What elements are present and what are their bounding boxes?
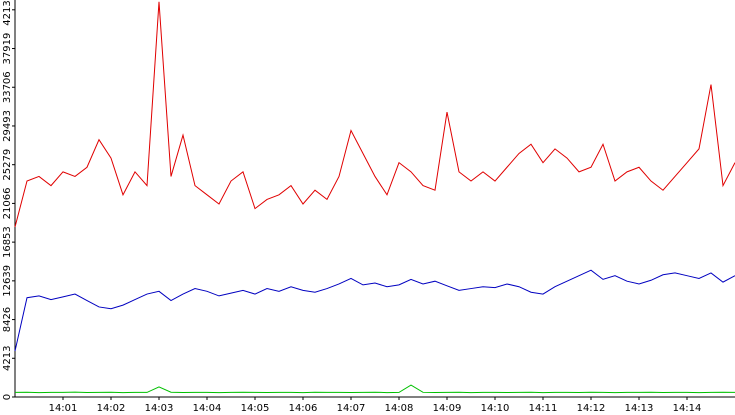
x-tick-label: 14:10	[481, 403, 510, 414]
y-tick-label: 21066	[2, 188, 13, 220]
x-tick-label: 14:14	[673, 403, 702, 414]
series-line	[14, 384, 735, 394]
y-tick-label: 0	[2, 394, 13, 400]
x-tick-label: 14:09	[433, 403, 462, 414]
y-tick-label: 37919	[2, 33, 13, 65]
y-tick-label: 33706	[2, 71, 13, 103]
x-tick-label: 14:11	[529, 403, 558, 414]
x-tick-label: 14:08	[385, 403, 414, 414]
y-tick-label: 8426	[2, 307, 13, 332]
y-tick-label: 29493	[2, 110, 13, 142]
x-tick-label: 14:13	[625, 403, 654, 414]
x-tick-label: 14:07	[337, 403, 366, 414]
y-tick-label: 12639	[2, 265, 13, 297]
y-tick-label: 4213	[2, 346, 13, 371]
y-tick-label: 16853	[2, 226, 13, 258]
x-tick-label: 14:02	[97, 403, 126, 414]
x-tick-label: 14:01	[49, 403, 78, 414]
x-tick-label: 14:06	[289, 403, 318, 414]
x-tick-label: 14:04	[193, 403, 222, 414]
y-tick-label: 25279	[2, 149, 13, 181]
series-line	[14, 1, 735, 228]
x-tick-label: 14:03	[145, 403, 174, 414]
series-line	[14, 269, 735, 352]
x-tick-label: 14:12	[577, 403, 606, 414]
y-tick-label: 42133	[2, 0, 13, 26]
x-tick-label: 14:05	[241, 403, 270, 414]
